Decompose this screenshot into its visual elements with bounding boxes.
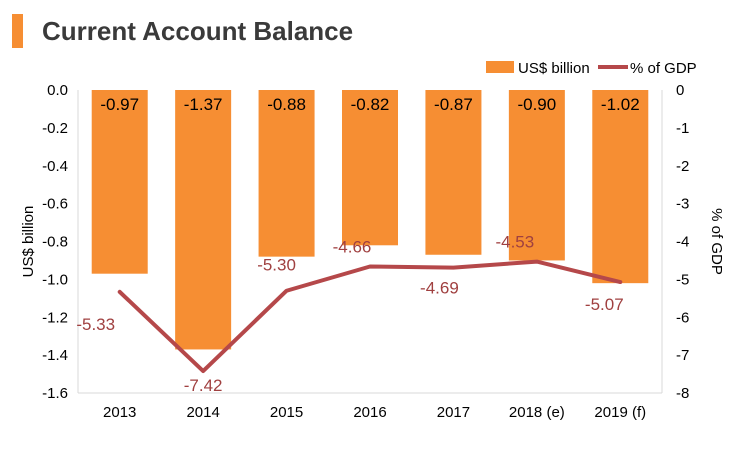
left-axis-tick-label: -0.4 bbox=[42, 158, 68, 175]
right-axis-tick-label: -3 bbox=[676, 196, 689, 213]
line-value-label: -7.42 bbox=[184, 376, 223, 395]
bar-2015 bbox=[258, 90, 315, 257]
x-axis-tick-label: 2017 bbox=[437, 404, 470, 421]
right-axis-tick-label: -4 bbox=[676, 234, 689, 251]
bar-2016 bbox=[342, 90, 398, 246]
right-axis-tick-label: -2 bbox=[676, 158, 689, 175]
right-axis-tick-label: -5 bbox=[676, 271, 689, 288]
line-value-label: -4.53 bbox=[495, 233, 534, 252]
left-axis-tick-label: -0.8 bbox=[42, 234, 68, 251]
left-axis-tick-label: 0.0 bbox=[47, 82, 68, 99]
left-axis-tick-label: -1.2 bbox=[42, 309, 68, 326]
bar-2017 bbox=[425, 90, 482, 255]
x-axis-tick-label: 2015 bbox=[270, 404, 303, 421]
line-value-label: -4.66 bbox=[333, 237, 372, 256]
line-series bbox=[117, 259, 623, 374]
legend-label-line: % of GDP bbox=[630, 60, 697, 77]
line-value-label: -4.69 bbox=[420, 279, 459, 298]
chart-title: Current Account Balance bbox=[42, 16, 354, 46]
bar-2018-e- bbox=[508, 90, 565, 261]
bar-2019-f- bbox=[592, 90, 649, 284]
bar-value-label: -0.82 bbox=[351, 95, 390, 114]
line-value-label: -5.30 bbox=[257, 256, 296, 275]
left-axis-title: US$ billion bbox=[20, 206, 37, 278]
bar-value-label: -1.37 bbox=[184, 95, 223, 114]
right-axis-tick-label: -6 bbox=[676, 309, 689, 326]
bar-value-label: -0.88 bbox=[267, 95, 306, 114]
right-axis-tick-label: -1 bbox=[676, 120, 689, 137]
left-axis-tick-label: -1.0 bbox=[42, 271, 68, 288]
right-axis-title: % of GDP bbox=[708, 208, 725, 275]
bar-value-label: -0.97 bbox=[100, 95, 139, 114]
bar-value-label: -0.87 bbox=[434, 95, 473, 114]
bar-2014 bbox=[175, 90, 232, 350]
line-value-label: -5.33 bbox=[76, 315, 115, 334]
right-axis-tick-label: -8 bbox=[676, 385, 689, 402]
axes: 0.0 -0.2 -0.4 -0.6 -0.8 -1.0 -1.2 -1.4 -1.6 0 -1 -2… bbox=[20, 82, 725, 421]
bar-series bbox=[91, 90, 649, 350]
legend-swatch-bars bbox=[486, 61, 514, 73]
legend-label-bars: US$ billion bbox=[518, 60, 590, 77]
left-axis-tick-label: -1.4 bbox=[42, 347, 68, 364]
right-axis-tick-label: -7 bbox=[676, 347, 689, 364]
bar-value-label: -0.90 bbox=[517, 95, 556, 114]
line-value-label: -5.07 bbox=[585, 295, 624, 314]
x-axis-tick-label: 2016 bbox=[353, 404, 386, 421]
title-accent-bar bbox=[12, 14, 23, 48]
gdp-line bbox=[117, 259, 623, 374]
x-axis-tick-label: 2018 (e) bbox=[509, 404, 565, 421]
left-axis-tick-label: -1.6 bbox=[42, 385, 68, 402]
left-axis-tick-label: -0.6 bbox=[42, 196, 68, 213]
x-axis-tick-label: 2013 bbox=[103, 404, 136, 421]
left-axis-tick-label: -0.2 bbox=[42, 120, 68, 137]
bar-value-label: -1.02 bbox=[601, 95, 640, 114]
data-labels: -0.97 -1.37 -0.88 -0.82 -0.87 -0.90 -1.02 -5.33… bbox=[76, 95, 639, 395]
x-axis-tick-label: 2014 bbox=[186, 404, 219, 421]
right-axis-tick-label: 0 bbox=[676, 82, 684, 99]
x-axis-tick-label: 2019 (f) bbox=[594, 404, 646, 421]
legend: US$ billion % of GDP bbox=[486, 60, 697, 77]
bar-2013 bbox=[91, 90, 148, 274]
